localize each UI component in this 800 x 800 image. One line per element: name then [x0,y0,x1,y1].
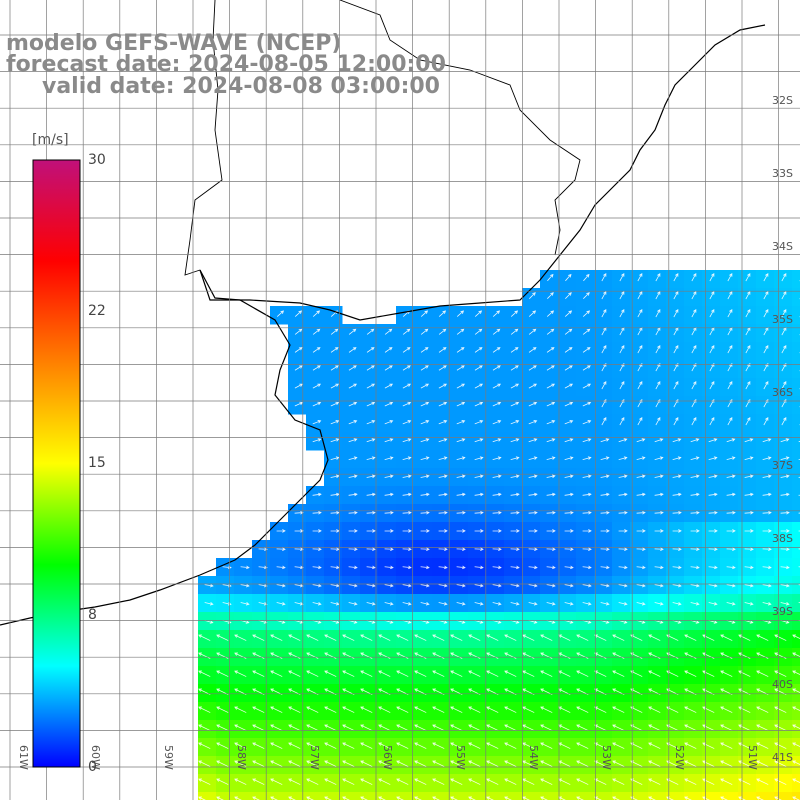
lat-label: 33S [772,167,793,180]
lat-label: 38S [772,532,793,545]
lon-label: 58W [235,745,248,770]
colorbar-tick-8: 8 [88,607,97,623]
lat-label: 34S [772,240,793,253]
lat-label: 40S [772,678,793,691]
valid-date: valid date: 2024-08-08 03:00:00 [42,74,440,99]
colorbar [32,159,81,768]
lon-label: 55W [454,745,467,770]
lat-label: 41S [772,751,793,764]
lat-label: 36S [772,386,793,399]
colorbar-tick-0: 0 [88,759,97,775]
lat-label: 39S [772,605,793,618]
coastline-river-plate-north [199,24,766,321]
lon-label: 56W [381,745,394,770]
lon-label: 54W [527,745,540,770]
lon-label: 57W [308,745,321,770]
lat-label: 37S [772,459,793,472]
lon-label: 53W [600,745,613,770]
lon-label: 59W [162,745,175,770]
brazil-border [339,0,581,256]
model-title: modelo GEFS-WAVE (NCEP) [6,31,342,56]
colorbar-tick-30: 30 [88,152,106,168]
lon-label: 61W [17,745,30,770]
lat-label: 32S [772,94,793,107]
lon-label: 51W [746,745,759,770]
coastline-buenos-aires [0,269,329,626]
forecast-date: forecast date: 2024-08-05 12:00:00 [6,52,446,77]
longitude-labels: 61W 60W 59W 58W 57W 56W 55W 54W 53W 52W 51W [17,745,759,770]
coastline [0,0,766,626]
latitude-labels: 32S 33S 34S 35S 36S 37S 38S 39S 40S 41S [772,94,793,764]
colorbar-tick-15: 15 [88,455,106,471]
wind-vector-arrows [198,273,800,800]
lat-label: 35S [772,313,793,326]
uruguay-border [184,0,223,276]
colorbar-unit: [m/s] [32,132,69,148]
lon-label: 52W [673,745,686,770]
colorbar-tick-22: 22 [88,303,106,319]
lon-label: 60W [89,745,102,770]
